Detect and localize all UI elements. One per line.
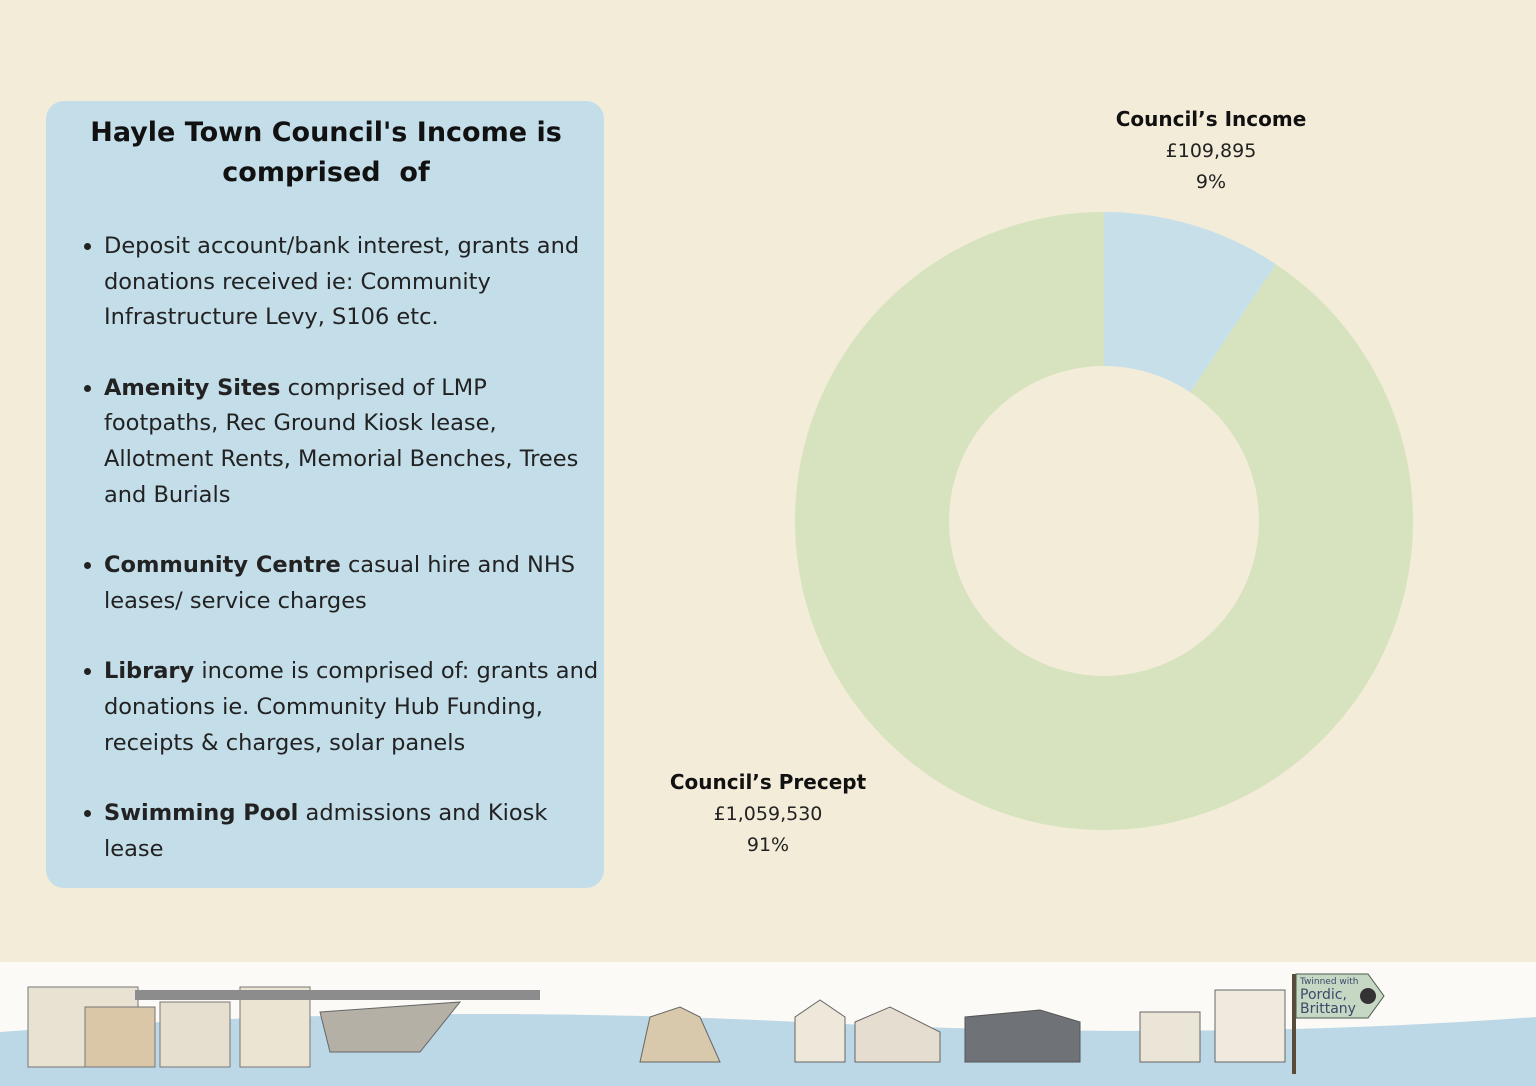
percent-label: 91% <box>747 834 789 856</box>
item-text: admissions and Kiosk lease <box>104 800 548 862</box>
sign-text: Pordic, <box>1300 987 1347 1003</box>
item-heading: Community Centre <box>104 552 341 579</box>
item-heading: Swimming Pool <box>104 800 299 827</box>
value-label: £109,895 <box>1166 140 1257 162</box>
income-list: Deposit account/bank interest, grants an… <box>80 229 602 902</box>
percent-label: 9% <box>1196 171 1226 193</box>
slice-label: Council’s Income <box>1116 107 1307 131</box>
sign-text: Brittany <box>1300 1001 1356 1017</box>
slice-label: Council’s Precept <box>670 770 867 794</box>
item-text: casual hire and NHS leases/ service char… <box>104 552 576 614</box>
item-heading: Amenity Sites <box>104 374 281 401</box>
item-text: income is comprised of: grants and donat… <box>104 658 599 756</box>
list-item: Library income is comprised of: grants a… <box>104 654 602 761</box>
item-heading: Library <box>104 658 195 685</box>
donut-slice <box>1104 212 1277 393</box>
value-label: £1,059,530 <box>714 803 823 825</box>
sign-text: Twinned with <box>1299 977 1358 987</box>
info-panel: Hayle Town Council's Income is comprised… <box>46 101 604 888</box>
panel-title: Hayle Town Council's Income is comprised… <box>90 117 572 188</box>
list-item: Swimming Pool admissions and Kiosk lease <box>104 796 602 867</box>
list-item: Amenity Sites comprised of LMP footpaths… <box>104 371 602 513</box>
chart: Council’s Income £109,895 9% Council’s Prec… <box>670 107 1414 856</box>
donut-slice <box>795 212 1414 830</box>
item-text: comprised of LMP footpaths, Rec Ground K… <box>104 374 579 508</box>
list-item: Community Centre casual hire and NHS lea… <box>104 548 602 619</box>
item-text: Deposit account/bank interest, grants an… <box>104 233 580 331</box>
list-item: Deposit account/bank interest, grants an… <box>104 229 602 336</box>
